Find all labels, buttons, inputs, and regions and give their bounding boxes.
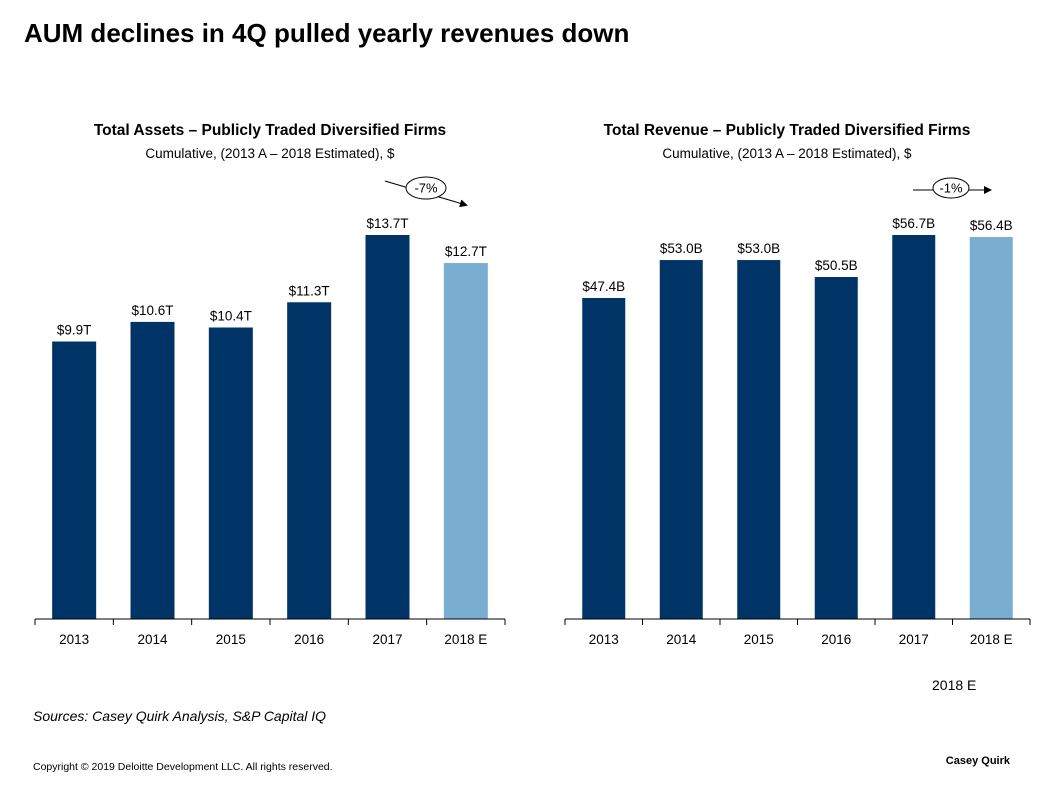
assets-data-label: $9.9T <box>57 323 92 338</box>
sources-note: Sources: Casey Quirk Analysis, S&P Capit… <box>33 708 327 724</box>
revenue-change-label: -1% <box>939 181 963 196</box>
revenue-bar-2013 <box>582 297 626 619</box>
revenue-tick-label: 2017 <box>899 632 929 647</box>
assets-tick-label: 2013 <box>59 632 89 647</box>
assets-bar-2015 <box>208 327 253 619</box>
assets-tick-label: 2016 <box>294 632 324 647</box>
assets-bar-2014 <box>130 321 175 619</box>
page-title: AUM declines in 4Q pulled yearly revenue… <box>24 18 630 48</box>
revenue-bar-2017 <box>892 235 936 619</box>
assets-tick-label: 2017 <box>372 632 402 647</box>
revenue-data-label: $56.4B <box>970 218 1013 233</box>
assets-bar-2016 <box>287 302 332 619</box>
revenue-data-label: $53.0B <box>660 241 703 256</box>
revenue-data-label: $47.4B <box>582 279 625 294</box>
assets-data-label: $10.6T <box>131 303 173 318</box>
assets-change-badge <box>405 176 447 200</box>
revenue-tick-label: 2013 <box>589 632 619 647</box>
revenue-data-label: $50.5B <box>815 258 858 273</box>
revenue-bar-2016 <box>814 276 858 619</box>
assets-data-label: $12.7T <box>445 244 487 259</box>
revenue-chart-subtitle: Cumulative, (2013 A – 2018 Estimated), $ <box>662 146 912 161</box>
revenue-chart-title: Total Revenue – Publicly Traded Diversif… <box>603 122 971 139</box>
revenue-tick-label: 2016 <box>821 632 851 647</box>
estimate-footnote-label: 2018 E <box>932 677 977 693</box>
assets-data-label: $13.7T <box>366 216 408 231</box>
assets-tick-label: 2015 <box>216 632 246 647</box>
assets-bar-2017 <box>365 235 410 619</box>
assets-bar-2013 <box>52 341 97 619</box>
revenue-bar-2015 <box>737 260 781 619</box>
assets-bar-2018e <box>443 263 488 619</box>
revenue-tick-label: 2018 E <box>970 632 1013 647</box>
revenue-bar-2018e <box>969 237 1013 620</box>
assets-chart-subtitle: Cumulative, (2013 A – 2018 Estimated), $ <box>145 146 395 161</box>
assets-change-label: -7% <box>414 181 438 196</box>
revenue-tick-label: 2015 <box>744 632 774 647</box>
copyright-notice: Copyright © 2019 Deloitte Development LL… <box>33 761 333 773</box>
revenue-change-badge <box>932 177 970 199</box>
assets-chart-title: Total Assets – Publicly Traded Diversifi… <box>93 122 447 139</box>
assets-tick-label: 2014 <box>137 632 168 647</box>
brand-logo-text: Casey Quirk <box>945 755 1010 767</box>
revenue-tick-label: 2014 <box>666 632 697 647</box>
assets-tick-label: 2018 E <box>444 632 487 647</box>
revenue-bar-2014 <box>659 260 703 619</box>
assets-data-label: $10.4T <box>210 308 252 323</box>
revenue-data-label: $53.0B <box>737 241 780 256</box>
revenue-data-label: $56.7B <box>892 216 935 231</box>
assets-data-label: $11.3T <box>289 283 330 298</box>
